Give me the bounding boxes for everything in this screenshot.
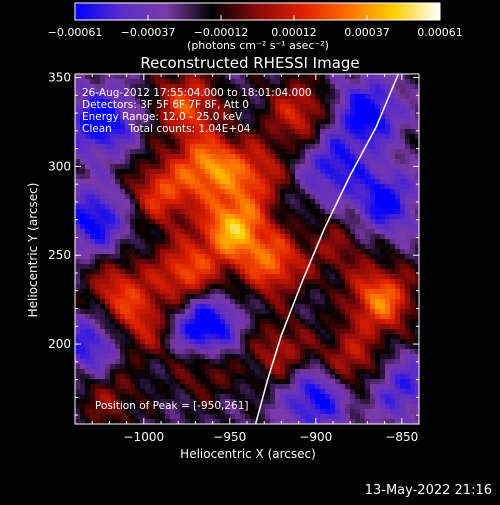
peak-position-label: Position of Peak = [-950,261]: [95, 400, 249, 412]
annotation-energy: Energy Range: 12.0 - 25.0 keV: [82, 111, 243, 123]
plot-area: 26-Aug-2012 17:55:04.000 to 18:01:04.000…: [48, 71, 420, 444]
annotation-time: 26-Aug-2012 17:55:04.000 to 18:01:04.000: [82, 87, 312, 99]
x-tick-label: −950: [213, 430, 246, 444]
colorbar-bar: [74, 2, 441, 21]
colorbar: −0.00061 −0.00037 −0.00012 0.00012 0.00037 0.…: [48, 2, 463, 52]
y-axis: 200 250 300 350: [48, 71, 419, 416]
colorbar-units-label: (photons cm⁻² s⁻¹ asec⁻²): [187, 39, 329, 52]
chart-title: Reconstructed RHESSI Image: [140, 54, 359, 72]
colorbar-ticks: −0.00061 −0.00037 −0.00012 0.00012 0.00037 0.…: [48, 15, 463, 39]
x-tick-label: −900: [299, 430, 332, 444]
footer-timestamp: 13-May-2022 21:16: [365, 483, 492, 498]
y-tick-label: 350: [48, 71, 71, 85]
heatmap: [75, 74, 419, 424]
x-axis-label: Heliocentric X (arcsec): [180, 447, 316, 461]
colorbar-tick-label: 0.00061: [417, 26, 463, 39]
x-axis: −1000 −950 −900 −850: [74, 74, 420, 444]
x-tick-label: −850: [385, 430, 418, 444]
y-tick-label: 250: [48, 248, 71, 262]
y-tick-label: 300: [48, 159, 71, 173]
colorbar-tick-label: 0.00012: [271, 26, 317, 39]
colorbar-tick-label: −0.00061: [48, 26, 103, 39]
y-tick-label: 200: [48, 337, 71, 351]
annotation-detectors: Detectors: 3F 5F 6F 7F 8F, Att 0: [82, 99, 249, 111]
annotation-clean: Clean Total counts: 1.04E+04: [82, 123, 251, 135]
x-tick-label: −1000: [124, 430, 165, 444]
colorbar-tick-label: −0.00012: [194, 26, 249, 39]
colorbar-tick-label: −0.00037: [121, 26, 176, 39]
colorbar-tick-label: 0.00037: [344, 26, 390, 39]
y-axis-label: Heliocentric Y (arcsec): [26, 183, 40, 318]
solar-limb-curve: [254, 74, 400, 424]
